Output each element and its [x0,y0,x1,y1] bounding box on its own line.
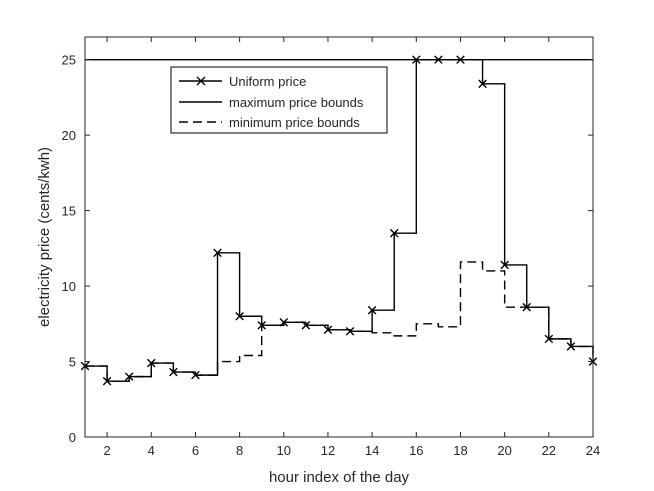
y-tick-label: 25 [62,53,76,68]
legend-label-maximum-price-bounds: maximum price bounds [229,95,364,110]
data-point-uniform-price [146,358,156,368]
data-point-uniform-price [102,376,112,386]
x-tick-label: 2 [103,443,110,458]
data-point-uniform-price [235,311,244,321]
data-point-uniform-price [301,321,311,330]
data-point-uniform-price [367,305,377,315]
y-tick-label: 15 [62,204,76,219]
data-point-uniform-price [345,327,355,336]
x-tick-label: 24 [586,443,600,458]
data-point-uniform-price [456,55,465,64]
data-point-uniform-price [566,342,576,351]
axes-layer [84,36,594,438]
x-tick-label: 18 [453,443,467,458]
legend-marker-x [196,76,206,86]
x-tick-label: 12 [321,443,335,458]
data-point-uniform-price [478,79,487,89]
data-point-uniform-price [522,302,532,312]
data-point-uniform-price [279,317,289,327]
x-tick-label: 14 [365,443,379,458]
data-point-uniform-price [213,248,222,258]
series-layer [80,55,598,386]
x-tick-label: 10 [277,443,291,458]
data-point-uniform-price [544,334,554,344]
y-tick-label: 5 [69,355,76,370]
data-point-uniform-price [323,325,333,335]
data-point-uniform-price [169,367,178,377]
x-axis-label: hour index of the day [269,469,410,486]
y-tick-label: 20 [62,128,76,143]
x-tick-label: 4 [148,443,155,458]
y-tick-label: 0 [69,430,76,445]
x-tick-label: 22 [542,443,556,458]
x-tick-label: 6 [192,443,199,458]
x-tick-label: 8 [236,443,243,458]
data-point-uniform-price [257,321,266,330]
data-point-uniform-price [412,55,421,64]
axes-box [84,36,594,438]
data-point-uniform-price [500,260,509,270]
legend-label-minimum-price-bounds: minimum price bounds [229,115,360,130]
legend: Uniform price maximum price bounds minim… [170,66,388,134]
x-tick-label: 16 [409,443,423,458]
data-point-uniform-price [191,370,200,380]
data-point-uniform-price [389,228,399,238]
data-point-uniform-price [434,55,443,64]
x-tick-label: 20 [497,443,511,458]
y-tick-label: 10 [62,279,76,294]
data-point-uniform-price [124,372,134,381]
legend-label-uniform-price: Uniform price [229,74,306,89]
y-axis-label: electricity price (cents/kwh) [36,147,53,327]
